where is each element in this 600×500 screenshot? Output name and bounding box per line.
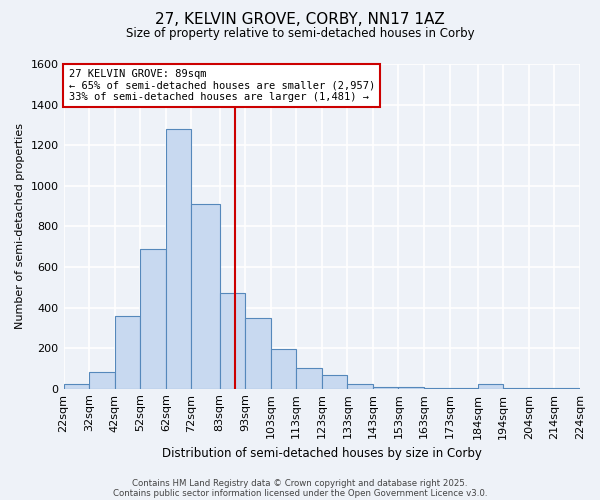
Bar xyxy=(140,248,166,388)
Text: Contains public sector information licensed under the Open Government Licence v3: Contains public sector information licen… xyxy=(113,488,487,498)
Bar xyxy=(220,294,245,388)
Text: Contains HM Land Registry data © Crown copyright and database right 2025.: Contains HM Land Registry data © Crown c… xyxy=(132,478,468,488)
Bar xyxy=(398,387,424,388)
Bar xyxy=(191,204,220,388)
Bar xyxy=(115,316,140,388)
Bar xyxy=(64,384,89,388)
Bar xyxy=(478,384,503,388)
Text: Size of property relative to semi-detached houses in Corby: Size of property relative to semi-detach… xyxy=(125,28,475,40)
Y-axis label: Number of semi-detached properties: Number of semi-detached properties xyxy=(15,124,25,330)
Text: 27, KELVIN GROVE, CORBY, NN17 1AZ: 27, KELVIN GROVE, CORBY, NN17 1AZ xyxy=(155,12,445,28)
Bar xyxy=(373,386,398,388)
Text: 27 KELVIN GROVE: 89sqm
← 65% of semi-detached houses are smaller (2,957)
33% of : 27 KELVIN GROVE: 89sqm ← 65% of semi-det… xyxy=(69,69,375,102)
Bar xyxy=(296,368,322,388)
Bar xyxy=(271,349,296,389)
Bar xyxy=(322,376,347,388)
Bar xyxy=(347,384,373,388)
Bar xyxy=(245,318,271,388)
Bar xyxy=(89,372,115,388)
Bar xyxy=(166,129,191,388)
X-axis label: Distribution of semi-detached houses by size in Corby: Distribution of semi-detached houses by … xyxy=(162,447,482,460)
